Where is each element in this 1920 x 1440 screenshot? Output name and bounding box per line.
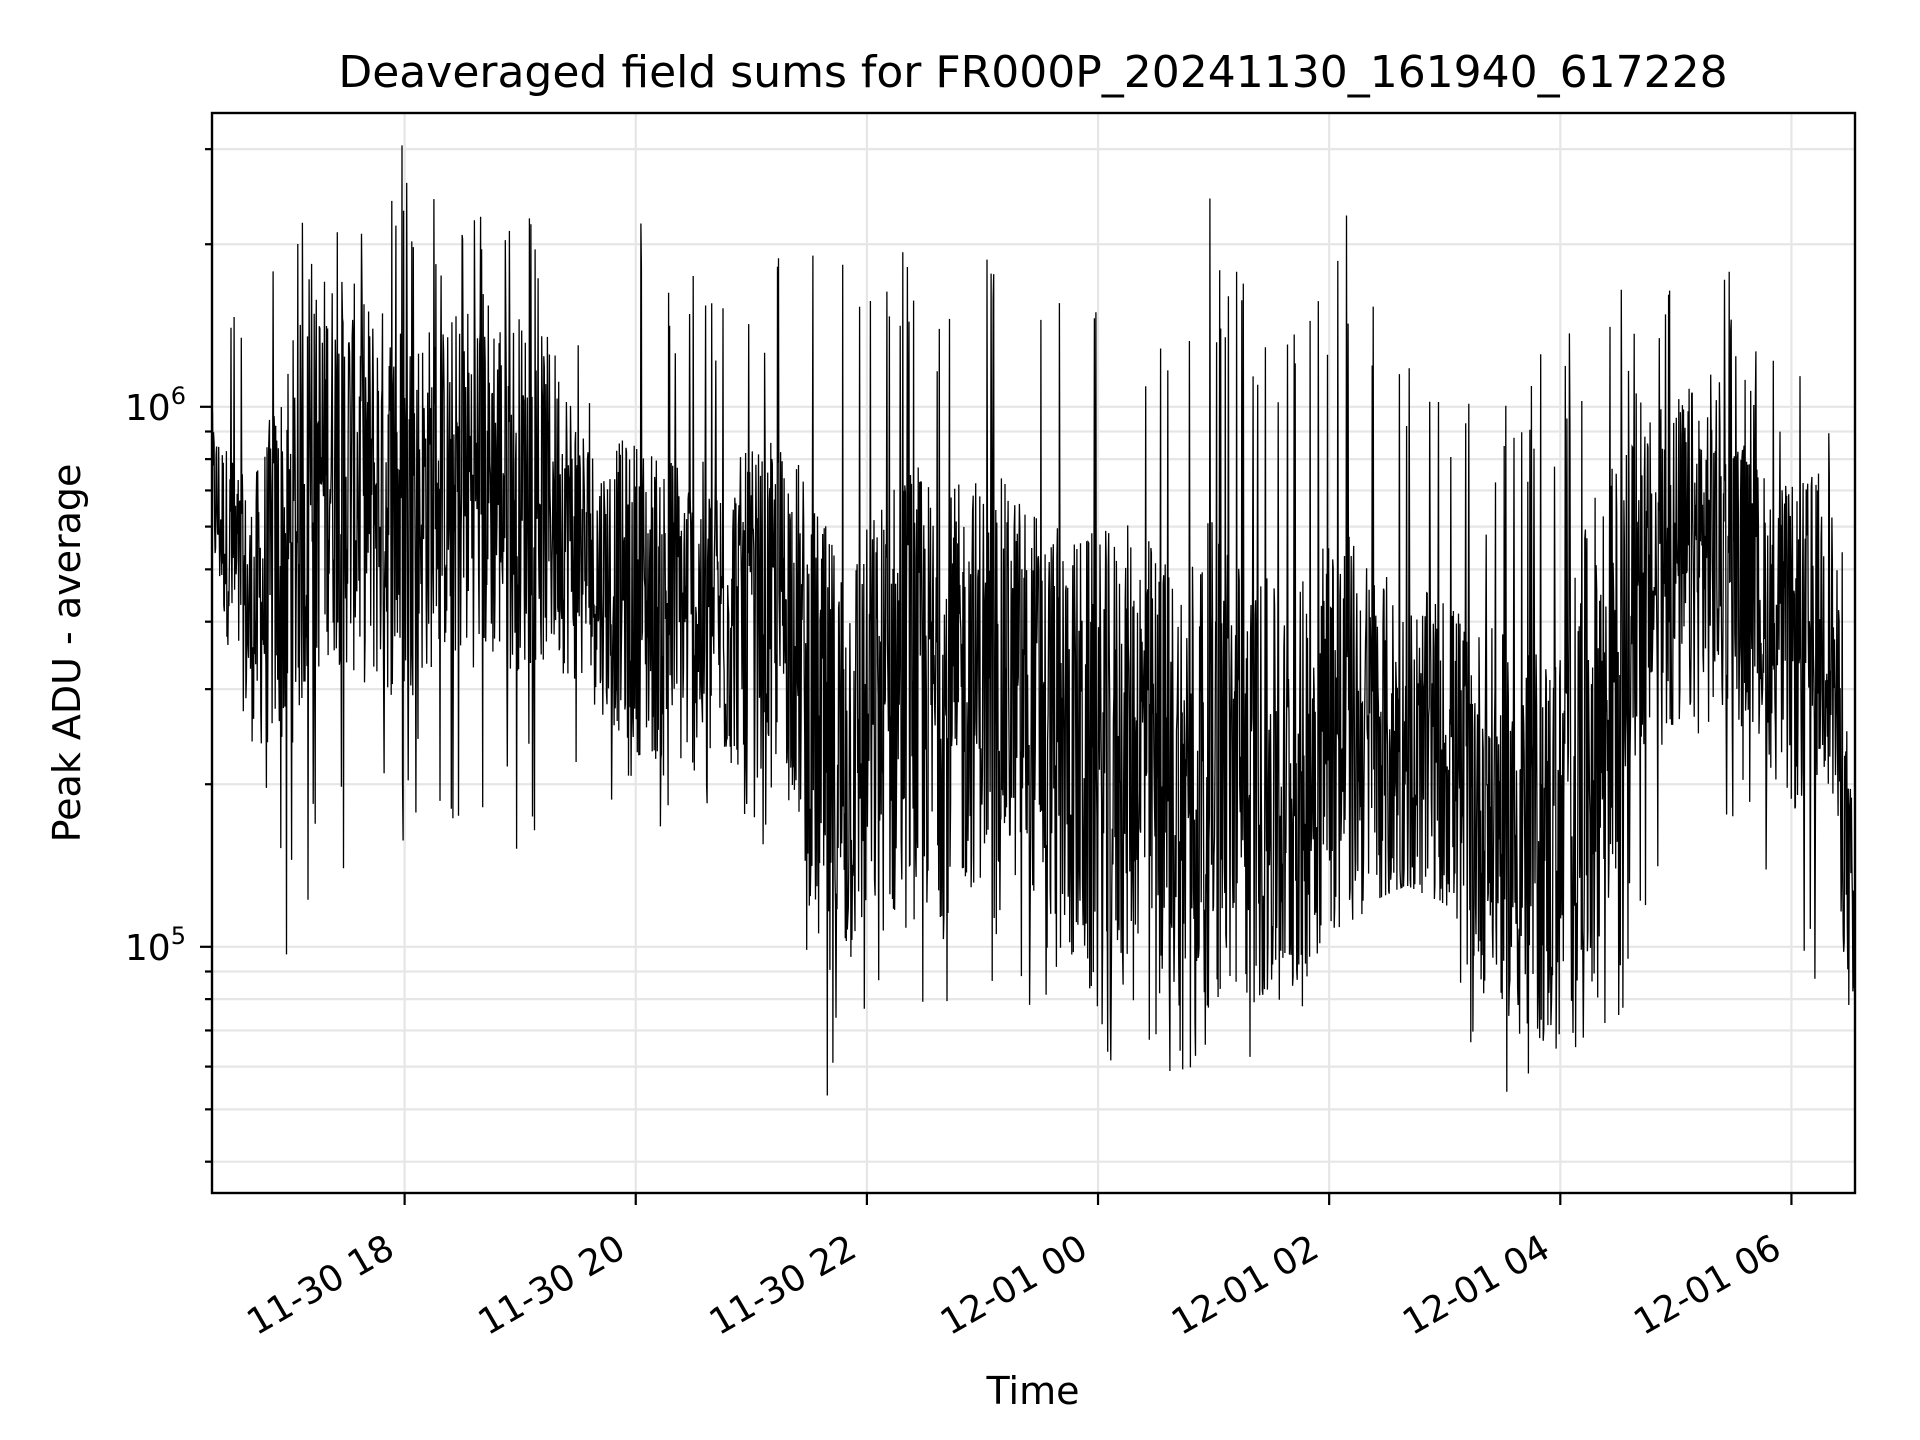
y-axis-label: Peak ADU - average <box>45 464 89 843</box>
x-axis-label: Time <box>986 1369 1080 1413</box>
y-axis: 105 106 <box>125 148 212 1163</box>
plot-frame <box>210 111 1857 1195</box>
y-tick-label: 106 <box>125 382 186 429</box>
chart-title: Deaveraged field sums for FR000P_2024113… <box>338 47 1727 98</box>
series-line <box>211 145 1856 1096</box>
y-tick-label: 105 <box>125 922 186 969</box>
